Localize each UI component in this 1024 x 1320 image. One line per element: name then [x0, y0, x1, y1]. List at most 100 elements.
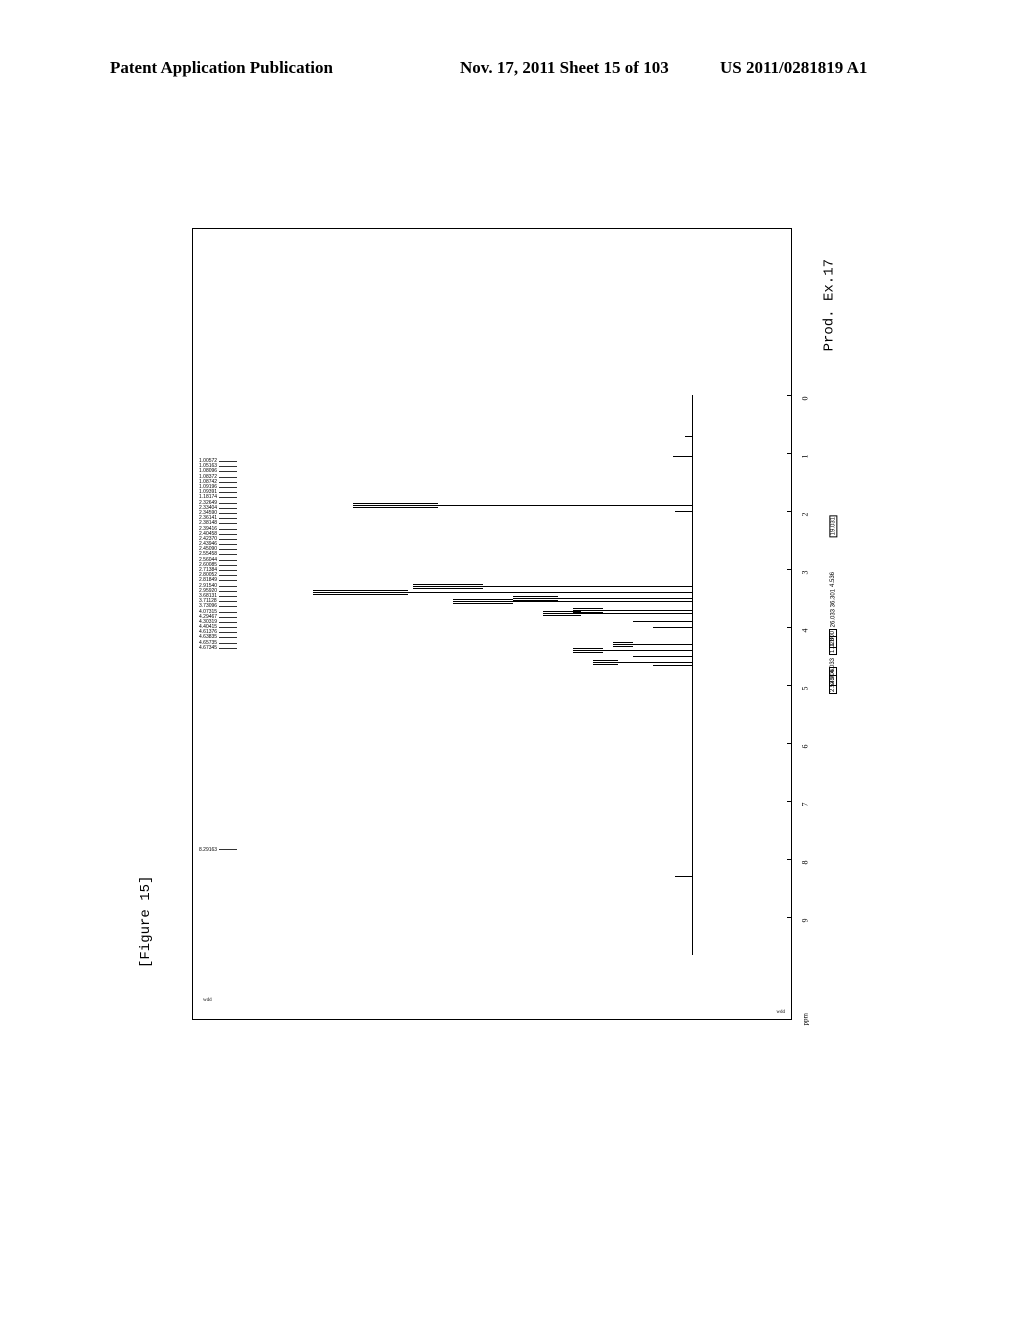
header-publication: Patent Application Publication: [110, 58, 333, 78]
peak-value-list: 1.005721.051631.080961.083721.087421.091…: [199, 459, 237, 651]
axis-tick-label: 6: [801, 745, 810, 749]
spectrum-multiplet: [593, 662, 618, 663]
peak-branch-line: [219, 518, 237, 519]
peak-branch-line: [219, 554, 237, 555]
axis-tick-label: 2: [801, 513, 810, 517]
spectrum-multiplet: [593, 664, 618, 665]
spectrum-multiplet: [413, 588, 483, 589]
peak-value-single: 8.29163: [199, 847, 237, 852]
spectrum-multiplet: [593, 660, 618, 661]
axis-tick-label: 5: [801, 687, 810, 691]
spectrum-multiplet: [353, 503, 438, 504]
axis-tick-label: 3: [801, 571, 810, 575]
peak-branch-line: [219, 632, 237, 633]
peak-branch-line: [219, 586, 237, 587]
spectrum-multiplet: [573, 652, 603, 653]
axis-tick-label: 1: [801, 455, 810, 459]
axis-tick: [787, 453, 791, 454]
axis-tick: [787, 569, 791, 570]
spectrum-multiplet: [453, 599, 513, 600]
spectrum-multiplet: [543, 615, 581, 616]
peak-branch-line: [219, 492, 237, 493]
nmr-plot-frame: Prod. Ex.17 wdd wdd ppm 0123456789 1.005…: [192, 228, 792, 1020]
peak-branch-line: [219, 503, 237, 504]
peak-branch-line: [219, 513, 237, 514]
spectrum-multiplet: [313, 594, 408, 595]
spectrum-multiplet: [573, 650, 603, 651]
peak-branch-line: [219, 477, 237, 478]
spectrum-multiplet: [573, 648, 603, 649]
figure-caption: [Figure 15]: [138, 876, 154, 968]
axis-tick: [787, 859, 791, 860]
spectrum-peak: [685, 436, 693, 437]
peak-branch-line: [219, 466, 237, 467]
axis-tick-label: 0: [801, 397, 810, 401]
peak-branch-line: [219, 565, 237, 566]
spectrum-peak: [633, 621, 693, 622]
peak-branch-line: [219, 596, 237, 597]
axis-tick: [787, 627, 791, 628]
spectrum-multiplet: [453, 603, 513, 604]
spectrum-multiplet: [313, 592, 408, 593]
peak-branch-line: [219, 539, 237, 540]
spectrum-multiplet: [613, 646, 633, 647]
peak-branch-line: [219, 523, 237, 524]
peak-branch-line: [219, 637, 237, 638]
spectrum-multiplet: [543, 613, 581, 614]
peak-branch-line: [219, 544, 237, 545]
peak-branch-line: [219, 560, 237, 561]
peak-label: 8.29163: [199, 847, 217, 853]
axis-tick: [787, 743, 791, 744]
spectrum-multiplet: [613, 642, 633, 643]
spectrum-multiplet: [353, 505, 438, 506]
peak-branch-line: [219, 461, 237, 462]
axis-tick-label: 7: [801, 803, 810, 807]
peak-branch-line: [219, 627, 237, 628]
spectrum-peak: [633, 656, 693, 657]
spectrum-peak: [675, 876, 693, 877]
peak-branch-line: [219, 601, 237, 602]
spectrum-multiplet: [513, 598, 558, 599]
peak-branch-line: [219, 612, 237, 613]
spectrum-peak: [675, 511, 693, 512]
peak-branch-line: [219, 617, 237, 618]
peak-branch-line: [219, 497, 237, 498]
peak-branch-line: [219, 529, 237, 530]
integration-value: 19.031: [829, 515, 837, 537]
peak-label-row: 4.67345: [199, 646, 237, 651]
spectrum-multiplet: [313, 590, 408, 591]
peak-branch-line: [219, 575, 237, 576]
integration-value: 2.549: [829, 675, 837, 694]
integration-value: 26.033: [830, 609, 836, 627]
peak-branch-line: [219, 549, 237, 550]
peak-branch-line: [219, 508, 237, 509]
product-example-label: Prod. Ex.17: [821, 259, 837, 351]
axis-tick: [787, 395, 791, 396]
peak-branch-line: [219, 482, 237, 483]
baseline: [692, 395, 693, 955]
peak-branch-line: [219, 471, 237, 472]
spectrum-multiplet: [353, 507, 438, 508]
peak-branch-line: [219, 648, 237, 649]
integration-value: 1.028: [829, 636, 837, 655]
spectrum-multiplet: [613, 644, 633, 645]
peak-branch-line: [219, 606, 237, 607]
peak-branch-line: [219, 622, 237, 623]
axis-tick: [787, 801, 791, 802]
integration-value: 36.301: [830, 589, 836, 607]
ppm-axis-label: ppm: [801, 1013, 809, 1025]
axis-tick-label: 9: [801, 919, 810, 923]
axis-tick: [787, 685, 791, 686]
axis-tick-label: 8: [801, 861, 810, 865]
spectrum-peak: [653, 665, 693, 666]
spectrum-multiplet: [573, 608, 603, 609]
peak-branch-line: [219, 534, 237, 535]
spectrum-multiplet: [513, 596, 558, 597]
axis-tick: [787, 511, 791, 512]
spectrum-peak: [673, 456, 693, 457]
axis-tick-label: 4: [801, 629, 810, 633]
peak-branch-line: [219, 570, 237, 571]
spectrum-peak: [653, 627, 693, 628]
peak-branch-line: [219, 591, 237, 592]
peak-label: 4.67345: [199, 646, 217, 651]
